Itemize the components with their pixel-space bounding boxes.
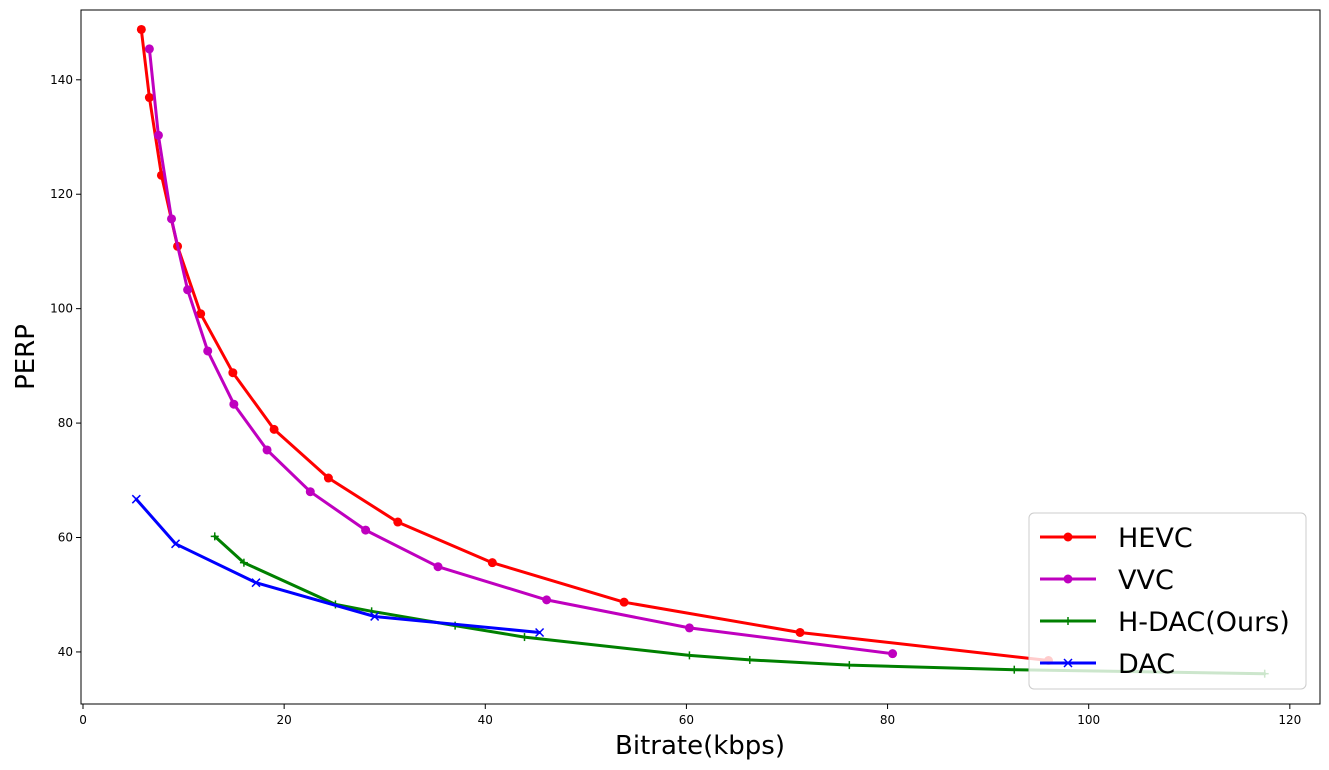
data-point-vvc (684, 623, 694, 633)
data-point-vvc (888, 649, 898, 659)
legend: HEVC VVC H-DAC(Ours) DAC (1028, 512, 1307, 690)
data-point-vvc (542, 595, 552, 605)
y-tick-label: 100 (50, 302, 73, 316)
data-point-hevc (196, 309, 206, 319)
data-point-hevc (228, 368, 238, 378)
y-tick-label: 60 (58, 531, 73, 545)
data-point-vvc (229, 399, 239, 409)
data-point-hevc (487, 558, 497, 568)
x-axis-ticks: 0 20 40 60 80 100 120 (79, 704, 1301, 727)
y-tick-label: 140 (50, 73, 73, 87)
data-point-hevc (269, 424, 279, 434)
legend-label: HEVC (1118, 523, 1193, 554)
data-point-h-dac-ours (845, 661, 854, 670)
data-point-vvc (167, 214, 177, 224)
data-point-vvc (144, 44, 154, 54)
data-point-h-dac-ours (1010, 665, 1019, 674)
data-point-hevc (619, 597, 629, 607)
series-line-dac (134, 497, 542, 634)
data-point-dac (370, 611, 380, 621)
data-point-dac (251, 578, 261, 588)
series-line-hevc (139, 28, 1050, 662)
legend-item-vvc: VVC (1040, 565, 1174, 596)
data-point-vvc (361, 525, 371, 535)
data-point-h-dac-ours (520, 633, 529, 642)
data-point-hevc (323, 473, 333, 483)
x-tick-label: 60 (679, 713, 694, 727)
data-point-hevc (795, 627, 805, 637)
plot-frame (80, 9, 1321, 705)
legend-marker (1063, 532, 1073, 542)
x-tick-label: 120 (1278, 713, 1301, 727)
series-dac (131, 494, 545, 638)
y-tick-label: 80 (58, 416, 73, 430)
data-point-vvc (153, 130, 163, 140)
legend-marker (1063, 658, 1073, 668)
legend-item-dac: DAC (1040, 649, 1175, 680)
x-tick-label: 100 (1077, 713, 1100, 727)
x-tick-label: 0 (79, 713, 87, 727)
data-point-h-dac-ours (745, 655, 754, 664)
legend-item-hevc: HEVC (1040, 523, 1193, 554)
legend-label: H-DAC(Ours) (1118, 607, 1290, 638)
legend-marker (1064, 617, 1072, 625)
data-point-hevc (136, 24, 146, 34)
legend-item-h-dac-ours: H-DAC(Ours) (1040, 607, 1290, 638)
series-line-vvc (147, 47, 895, 656)
y-tick-label: 40 (58, 645, 73, 659)
x-axis-label: Bitrate(kbps) (615, 731, 785, 761)
data-point-dac (535, 627, 545, 638)
x-tick-label: 80 (880, 713, 895, 727)
series-hevc (136, 24, 1053, 666)
legend-label: DAC (1118, 649, 1175, 680)
data-point-vvc (262, 445, 272, 455)
data-point-vvc (305, 487, 315, 497)
data-point-dac (171, 539, 181, 549)
data-point-hevc (144, 93, 154, 103)
y-axis-ticks: 40 60 80 100 120 140 (50, 73, 81, 659)
x-tick-label: 40 (478, 713, 493, 727)
data-point-h-dac-ours (210, 532, 219, 541)
x-tick-label: 20 (277, 713, 292, 727)
y-axis-label: PERP (11, 324, 41, 390)
data-point-dac (131, 494, 141, 504)
series-layer (131, 24, 1269, 678)
series-vvc (144, 44, 898, 659)
data-point-vvc (183, 285, 193, 295)
data-point-vvc (203, 346, 213, 356)
y-tick-label: 120 (50, 187, 73, 201)
data-point-h-dac-ours (685, 651, 694, 660)
legend-box (1028, 512, 1307, 690)
data-point-hevc (393, 517, 403, 527)
data-point-vvc (433, 562, 443, 572)
legend-marker (1063, 574, 1073, 584)
data-point-h-dac-ours (239, 558, 248, 567)
legend-label: VVC (1118, 565, 1174, 596)
